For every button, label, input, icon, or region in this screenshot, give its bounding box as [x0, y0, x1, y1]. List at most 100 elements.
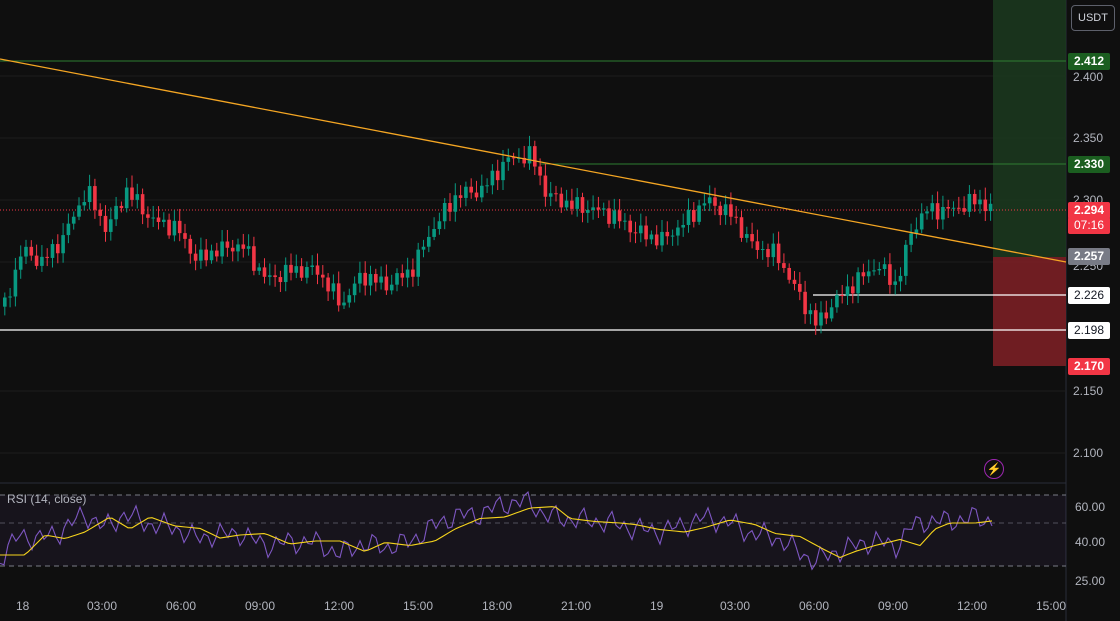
candle-body	[3, 297, 7, 307]
price-tick: 2.350	[1073, 131, 1104, 145]
candle-body	[639, 225, 643, 234]
candle-body	[559, 193, 564, 208]
candle-body	[835, 295, 839, 308]
candle-body	[103, 215, 108, 232]
candle-body	[183, 233, 187, 239]
rsi-line	[0, 490, 993, 571]
candle-body	[363, 272, 367, 286]
rsi-tick: 40.00	[1075, 535, 1106, 549]
candle-body	[495, 170, 500, 181]
candle-body	[713, 197, 717, 206]
candle-body	[792, 279, 797, 284]
candle-body	[469, 186, 473, 193]
candle-body	[591, 207, 595, 211]
candle-body	[278, 277, 283, 283]
candle-body	[209, 250, 214, 261]
currency-unit-button[interactable]: USDT	[1071, 5, 1115, 31]
candle-body	[215, 250, 219, 257]
time-tick: 06:00	[799, 599, 830, 613]
candle-body	[766, 249, 770, 258]
candle-body	[109, 219, 113, 232]
candle-body	[326, 277, 330, 292]
candle-body	[130, 187, 134, 200]
candle-body	[755, 241, 760, 250]
candle-body	[988, 203, 993, 212]
candle-body	[230, 247, 235, 252]
candle-body	[612, 210, 617, 224]
rsi-ma-line	[0, 506, 993, 559]
candle-body	[506, 157, 511, 162]
candle-body	[188, 238, 193, 254]
price-tick: 2.100	[1073, 446, 1104, 460]
candle-body	[93, 186, 97, 210]
candle-body	[930, 203, 935, 212]
candle-body	[904, 244, 908, 276]
time-tick: 19	[650, 599, 664, 613]
candle-body	[861, 272, 866, 277]
candle-body	[34, 255, 39, 266]
candle-body	[400, 273, 405, 278]
candle-body	[586, 210, 590, 213]
candle-body	[458, 195, 463, 198]
support-price-badge: 2.198	[1068, 322, 1110, 339]
candle-body	[633, 232, 638, 234]
candle-body	[644, 225, 648, 240]
candle-body	[628, 220, 632, 233]
candle-body	[670, 235, 675, 237]
candle-body	[299, 266, 304, 278]
candle-body	[167, 219, 171, 236]
candle-body	[601, 208, 606, 210]
candle-body	[156, 217, 161, 222]
candle-body	[660, 231, 664, 246]
candle-body	[967, 193, 972, 212]
candle-body	[654, 234, 659, 246]
candle-body	[564, 200, 569, 208]
candle-body	[29, 246, 34, 256]
candle-body	[697, 205, 701, 222]
candle-body	[580, 197, 585, 213]
candle-body	[220, 241, 224, 257]
candle-body	[384, 276, 389, 291]
candle-body	[374, 274, 378, 283]
reward-zone	[993, 0, 1066, 257]
candle-body	[13, 269, 18, 297]
candle-body	[352, 283, 357, 296]
candle-body	[787, 267, 791, 280]
candle-body	[140, 194, 145, 215]
candle-body	[252, 246, 256, 271]
candle-body	[941, 206, 945, 220]
rsi-indicator-label[interactable]: RSI (14, close)	[7, 492, 87, 506]
candle-body	[82, 202, 87, 206]
candle-body	[336, 283, 341, 306]
rsi-tick: 25.00	[1075, 574, 1106, 588]
time-tick: 18:00	[482, 599, 513, 613]
time-tick: 03:00	[87, 599, 118, 613]
support-price-badge: 2.226	[1068, 287, 1110, 304]
candle-body	[893, 281, 897, 285]
candle-body	[888, 264, 892, 285]
bar-countdown-badge: 07:16	[1068, 217, 1110, 234]
lightning-icon[interactable]: ⚡	[984, 459, 1004, 479]
candle-body	[983, 199, 988, 212]
candle-body	[554, 193, 558, 195]
candle-body	[40, 256, 44, 266]
candle-body	[527, 146, 532, 164]
candle-body	[18, 256, 23, 270]
candle-body	[925, 211, 929, 214]
target-price-badge: 2.330	[1068, 156, 1110, 173]
candle-body	[225, 241, 230, 248]
candle-body	[427, 236, 431, 247]
candle-body	[819, 312, 823, 326]
candle-body	[273, 275, 277, 278]
candle-body	[919, 213, 924, 230]
candle-body	[485, 185, 489, 187]
time-tick: 21:00	[561, 599, 592, 613]
risk-zone	[993, 257, 1066, 366]
candle-body	[480, 185, 484, 198]
candle-body	[416, 249, 420, 277]
candle-body	[808, 310, 813, 315]
candle-body	[739, 217, 744, 238]
candle-body	[246, 246, 251, 249]
candle-body	[98, 209, 102, 216]
